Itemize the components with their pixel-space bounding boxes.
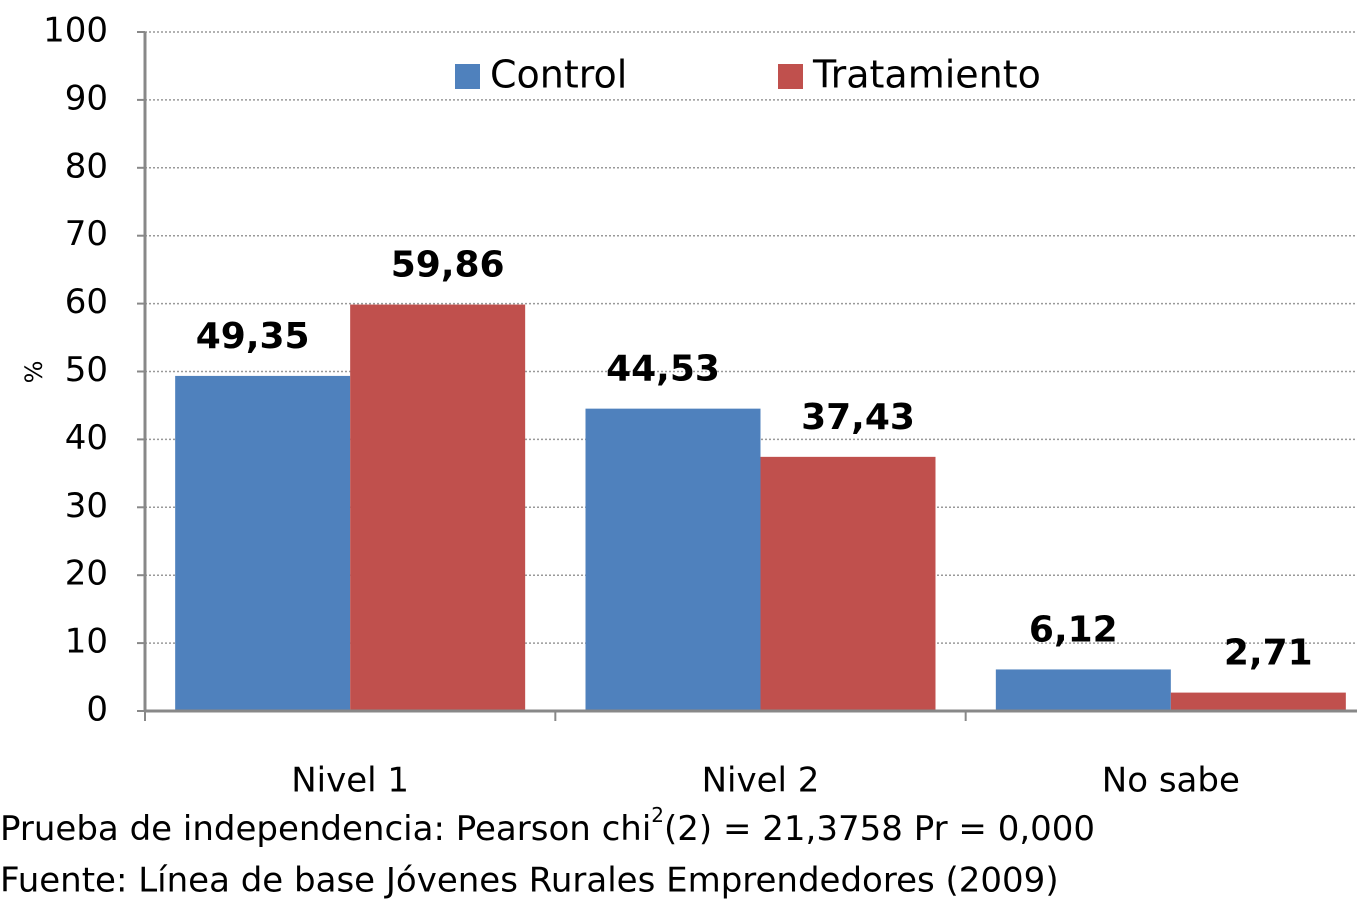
y-tick-label: 60 [65,282,108,322]
data-label: 49,35 [196,316,310,357]
y-tick-label: 80 [65,146,108,186]
y-tick-label: 70 [65,214,108,254]
footnote-superscript: 2 [651,803,664,827]
y-axis-label: % [20,361,48,384]
footnote: Prueba de independencia: Pearson chi2(2)… [0,803,1095,849]
y-tick-label: 50 [65,350,108,390]
footnote-text: Prueba de independencia: Pearson chi [0,809,651,849]
bar [350,304,526,711]
data-label: 2,71 [1224,633,1313,674]
legend-swatch [778,64,803,89]
y-tick-label: 30 [65,486,108,526]
bar [175,375,351,711]
footnote-text: (2) = 21,3758 Pr = 0,000 [664,809,1095,849]
data-label: 6,12 [1029,609,1118,650]
legend-label: Control [490,53,627,97]
x-tick-label: Nivel 1 [291,761,409,801]
x-tick-label: No sabe [1102,761,1240,801]
bar [585,408,761,711]
bar [760,456,936,711]
data-label: 37,43 [801,397,915,438]
y-tick-label: 100 [43,11,108,51]
y-tick-label: 40 [65,418,108,458]
legend-swatch [455,64,480,89]
y-tick-label: 90 [65,78,108,118]
data-label: 44,53 [606,349,720,390]
y-tick-label: 0 [86,690,108,730]
x-tick-label: Nivel 2 [702,761,820,801]
source: Fuente: Línea de base Jóvenes Rurales Em… [0,861,1059,901]
legend-label: Tratamiento [812,53,1041,97]
y-tick-label: 20 [65,554,108,594]
data-label: 59,86 [391,245,505,286]
y-tick-label: 10 [65,622,108,662]
bar [995,669,1171,711]
bar [1170,692,1346,711]
